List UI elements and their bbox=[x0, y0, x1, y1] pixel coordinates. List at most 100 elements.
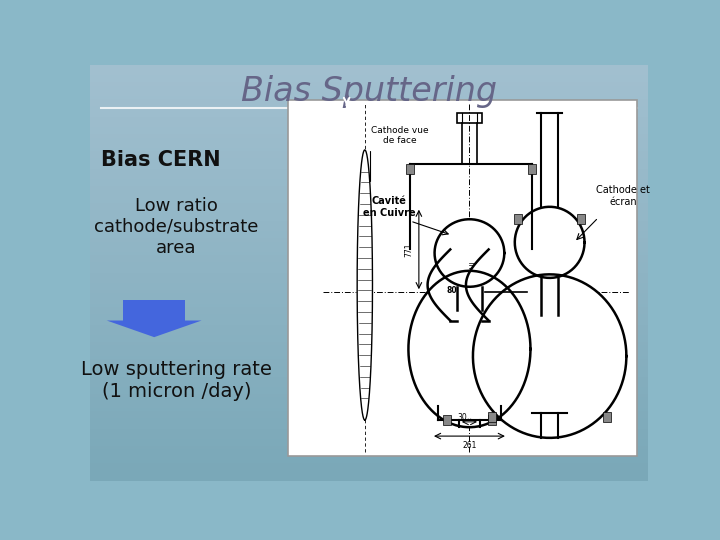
Bar bbox=[90, 234, 648, 238]
Bar bbox=[90, 131, 648, 134]
Bar bbox=[90, 99, 648, 103]
Bar bbox=[90, 162, 648, 165]
Text: Cavité
en Cuivre: Cavité en Cuivre bbox=[363, 196, 415, 218]
Text: Bias Sputtering: Bias Sputtering bbox=[241, 75, 497, 109]
Bar bbox=[90, 394, 648, 397]
Bar bbox=[90, 266, 648, 269]
Bar bbox=[90, 290, 648, 294]
Bar bbox=[90, 422, 648, 425]
Bar bbox=[90, 425, 648, 429]
Bar bbox=[90, 238, 648, 241]
Bar bbox=[90, 190, 648, 193]
Bar bbox=[90, 65, 648, 68]
Bar bbox=[90, 293, 648, 297]
Bar bbox=[90, 262, 648, 266]
Bar bbox=[90, 408, 648, 411]
Polygon shape bbox=[577, 214, 585, 224]
Text: Cathode et
écran: Cathode et écran bbox=[596, 185, 650, 207]
Polygon shape bbox=[443, 415, 451, 426]
Text: Low ratio
cathode/substrate
area: Low ratio cathode/substrate area bbox=[94, 197, 258, 256]
Bar bbox=[90, 404, 648, 408]
Bar bbox=[90, 432, 648, 436]
Bar bbox=[90, 477, 648, 481]
Bar bbox=[90, 165, 648, 168]
Bar bbox=[90, 204, 648, 207]
Bar bbox=[90, 183, 648, 186]
Polygon shape bbox=[515, 207, 585, 278]
Bar bbox=[90, 304, 648, 307]
Bar bbox=[90, 276, 648, 280]
Bar bbox=[90, 151, 648, 155]
Bar bbox=[90, 221, 648, 224]
Bar bbox=[90, 193, 648, 197]
Bar bbox=[90, 155, 648, 158]
Bar bbox=[90, 245, 648, 248]
Bar bbox=[90, 474, 648, 477]
Bar bbox=[90, 370, 648, 373]
Bar bbox=[90, 179, 648, 183]
Bar bbox=[90, 89, 648, 92]
Bar bbox=[90, 418, 648, 422]
Bar bbox=[90, 197, 648, 200]
Text: 80: 80 bbox=[447, 286, 457, 295]
Bar bbox=[90, 68, 648, 72]
Bar bbox=[90, 228, 648, 231]
Bar bbox=[90, 248, 648, 252]
Bar bbox=[90, 82, 648, 85]
Bar bbox=[90, 401, 648, 404]
Bar bbox=[90, 318, 648, 321]
Bar bbox=[90, 110, 648, 113]
Polygon shape bbox=[435, 219, 504, 287]
Bar bbox=[90, 366, 648, 370]
Bar bbox=[90, 390, 648, 394]
Text: Low sputtering rate
(1 micron /day): Low sputtering rate (1 micron /day) bbox=[81, 360, 272, 401]
Bar bbox=[90, 346, 648, 349]
Text: 30: 30 bbox=[458, 413, 467, 422]
Bar bbox=[90, 325, 648, 328]
Bar bbox=[90, 134, 648, 138]
Bar bbox=[90, 103, 648, 106]
Polygon shape bbox=[357, 150, 372, 420]
Bar bbox=[90, 200, 648, 204]
Bar bbox=[90, 287, 648, 290]
Bar bbox=[90, 387, 648, 390]
Bar bbox=[90, 353, 648, 356]
Bar bbox=[90, 172, 648, 176]
Bar bbox=[90, 141, 648, 145]
Bar bbox=[90, 106, 648, 110]
Bar bbox=[90, 269, 648, 273]
Bar bbox=[90, 439, 648, 442]
Bar bbox=[90, 446, 648, 449]
Bar bbox=[90, 241, 648, 245]
Bar bbox=[90, 186, 648, 190]
Polygon shape bbox=[107, 321, 202, 337]
Bar bbox=[90, 342, 648, 346]
Bar bbox=[90, 207, 648, 210]
Bar bbox=[90, 255, 648, 259]
Bar bbox=[90, 259, 648, 262]
Polygon shape bbox=[408, 271, 531, 427]
Bar bbox=[90, 307, 648, 311]
Bar bbox=[90, 429, 648, 432]
Bar bbox=[90, 373, 648, 377]
Bar bbox=[90, 79, 648, 82]
Bar bbox=[90, 158, 648, 162]
Polygon shape bbox=[488, 415, 496, 426]
Polygon shape bbox=[406, 164, 414, 174]
Bar bbox=[90, 92, 648, 96]
Bar bbox=[90, 436, 648, 439]
Bar bbox=[90, 311, 648, 314]
Text: Bias CERN: Bias CERN bbox=[101, 151, 221, 171]
Bar bbox=[90, 148, 648, 151]
Bar bbox=[90, 397, 648, 401]
Bar bbox=[90, 411, 648, 415]
Bar bbox=[90, 328, 648, 332]
Bar bbox=[90, 453, 648, 456]
Bar bbox=[90, 332, 648, 335]
Polygon shape bbox=[124, 300, 185, 321]
Text: Cathode vue
de face: Cathode vue de face bbox=[370, 126, 428, 181]
Polygon shape bbox=[514, 214, 522, 224]
Bar bbox=[90, 335, 648, 339]
Bar bbox=[90, 72, 648, 75]
Bar bbox=[90, 283, 648, 287]
